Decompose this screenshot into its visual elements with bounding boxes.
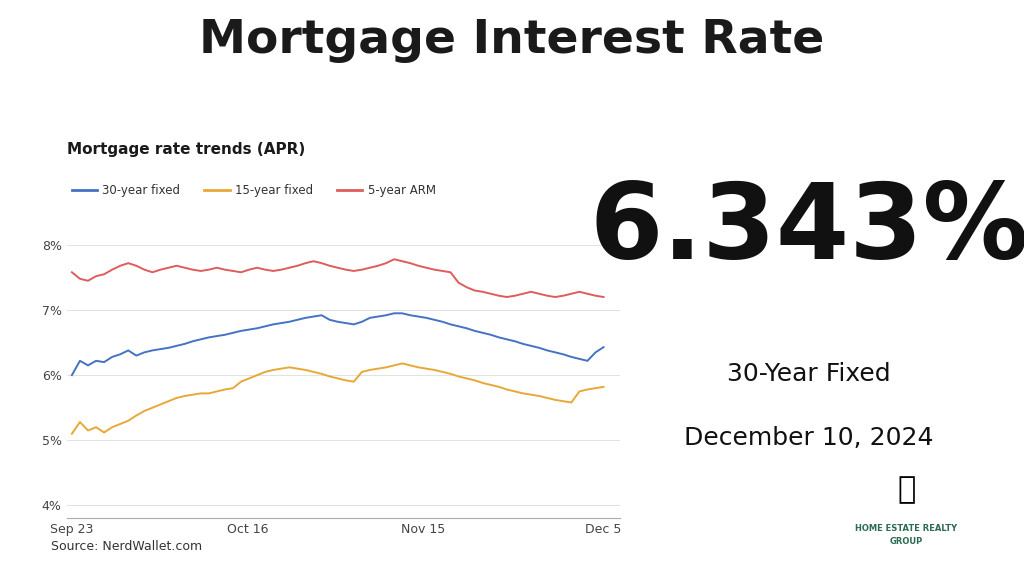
Text: Source: NerdWallet.com: Source: NerdWallet.com bbox=[51, 540, 203, 553]
Text: Mortgage rate trends (APR): Mortgage rate trends (APR) bbox=[67, 142, 305, 157]
Text: 🏠: 🏠 bbox=[897, 475, 915, 504]
Text: 5-year ARM: 5-year ARM bbox=[368, 184, 435, 196]
Text: 30-year fixed: 30-year fixed bbox=[102, 184, 180, 196]
Text: 30-Year Fixed: 30-Year Fixed bbox=[727, 362, 891, 386]
Text: HOME ESTATE REALTY: HOME ESTATE REALTY bbox=[855, 524, 957, 533]
Text: 15-year fixed: 15-year fixed bbox=[236, 184, 313, 196]
Text: GROUP: GROUP bbox=[890, 537, 923, 546]
Text: December 10, 2024: December 10, 2024 bbox=[684, 426, 934, 450]
Text: Mortgage Interest Rate: Mortgage Interest Rate bbox=[200, 18, 824, 63]
Text: 6.343%: 6.343% bbox=[589, 179, 1024, 282]
